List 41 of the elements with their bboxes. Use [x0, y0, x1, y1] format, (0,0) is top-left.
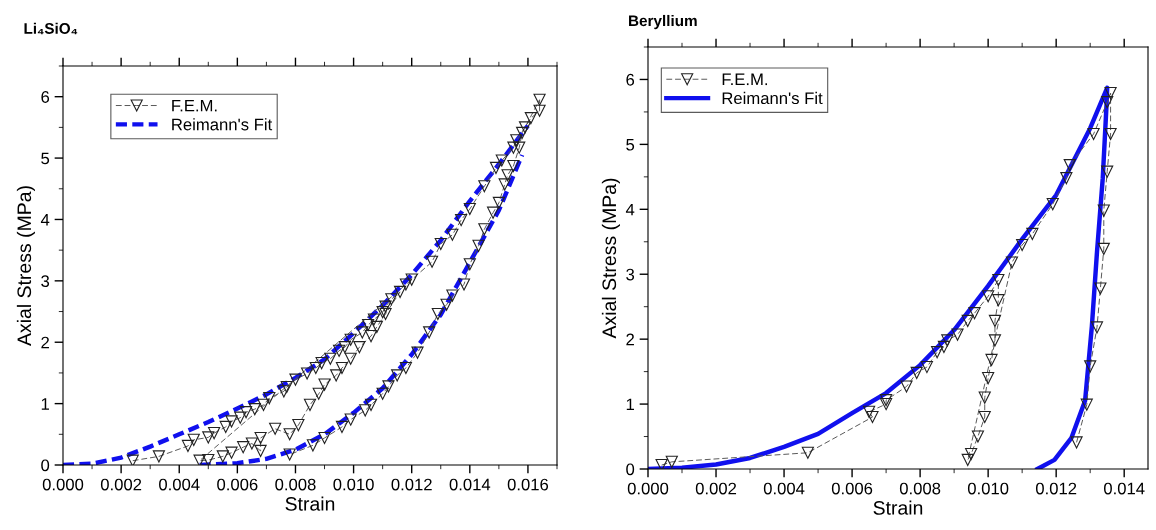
y-axis-title: Axial Stress (MPa): [601, 178, 620, 339]
x-axis-title: Strain: [873, 500, 923, 515]
x-tick-label: 0.010: [967, 482, 1009, 495]
x-tick-label: 0.008: [899, 482, 941, 495]
x-tick-label: 0.004: [159, 478, 200, 491]
y-tick-label: 3: [41, 275, 50, 288]
x-tick-label: 0.000: [627, 482, 669, 495]
chart-title: Beryllium: [629, 14, 697, 30]
x-tick-label: 0.014: [449, 478, 491, 491]
x-tick-label: 0.006: [831, 482, 873, 495]
y-tick-label: 4: [625, 203, 635, 216]
y-tick-label: 1: [41, 398, 49, 410]
x-tick-label: 0.002: [695, 482, 737, 495]
y-axis-title: Axial Stress (MPa): [16, 186, 35, 346]
y-tick-label: 6: [626, 73, 635, 86]
x-tick-label: 0.012: [391, 478, 432, 491]
x-tick-label: 0.016: [507, 478, 549, 491]
x-tick-label: 0.014: [1103, 482, 1145, 495]
legend-label: F.E.M.: [722, 73, 768, 86]
y-tick-label: 2: [41, 336, 49, 349]
y-tick-label: 5: [41, 152, 50, 165]
legend-label: Reimann's Fit: [172, 118, 273, 131]
x-tick-label: 0.010: [333, 478, 374, 491]
x-tick-label: 0.004: [763, 482, 805, 495]
legend-label: Reimann's Fit: [722, 91, 823, 105]
x-axis-title: Strain: [285, 496, 335, 511]
x-tick-label: 0.000: [42, 478, 84, 491]
x-tick-label: 0.006: [217, 478, 258, 491]
y-tick-label: 0: [626, 463, 635, 476]
y-tick-label: 6: [41, 91, 50, 103]
x-tick-label: 0.012: [1035, 482, 1077, 495]
y-tick-label: 4: [40, 214, 50, 226]
x-tick-label: 0.008: [275, 478, 316, 491]
y-tick-label: 0: [41, 459, 50, 472]
y-tick-label: 1: [626, 398, 634, 411]
x-tick-label: 0.002: [100, 478, 142, 491]
y-tick-label: 5: [626, 138, 635, 151]
y-tick-label: 2: [626, 333, 634, 346]
chart-title: Li₄SiO₄: [24, 22, 78, 35]
y-tick-label: 3: [626, 268, 635, 281]
legend-label: F.E.M.: [172, 99, 217, 112]
